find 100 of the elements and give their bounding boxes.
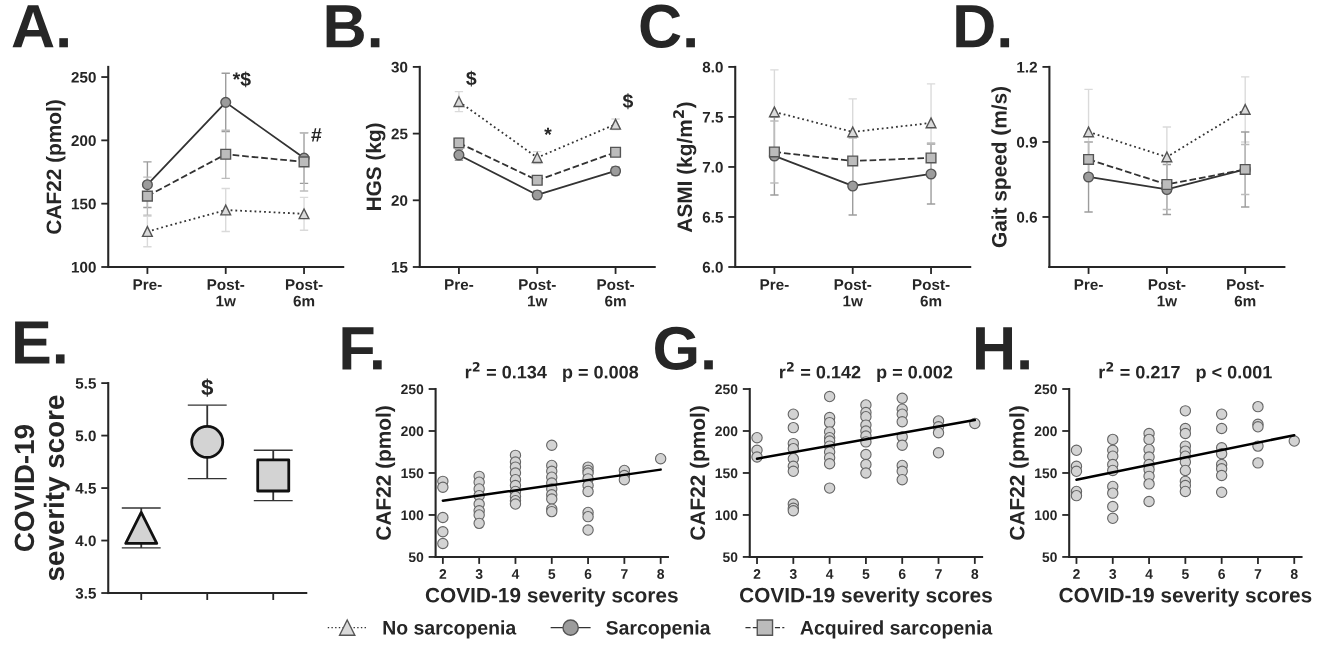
y-tick-label: 50 [722, 552, 738, 563]
y-tick-label: 200 [71, 135, 96, 147]
x-axis-title: COVID-19 severity scores [425, 587, 678, 607]
y-tick-label: 8.0 [702, 61, 723, 73]
y-tick-label: 250 [401, 384, 424, 395]
point [1239, 103, 1251, 115]
x-tick-label: 6 [1218, 569, 1226, 579]
point [582, 524, 594, 536]
point [896, 473, 908, 486]
y-tick-label: 200 [401, 426, 424, 437]
y-tick-label: 100 [71, 261, 96, 273]
y-tick-label: 4.0 [75, 535, 96, 547]
point [1070, 489, 1083, 502]
y-tick-label: 200 [1034, 426, 1057, 437]
y-axis-title: CAF22 (pmol) [1009, 406, 1029, 540]
point [768, 146, 780, 158]
point [768, 106, 780, 118]
point [298, 208, 310, 220]
chart-subtitle: r$^{2}$ = 0.134 p = 0.008 [465, 362, 639, 383]
annotation: * [544, 127, 552, 135]
point [787, 421, 800, 434]
point [1179, 485, 1192, 498]
y-tick-label: 3.5 [75, 587, 97, 599]
point [847, 126, 859, 138]
point [1070, 444, 1083, 457]
point [1083, 171, 1095, 183]
y-tick-label: 30 [391, 61, 408, 73]
x-axis-title: COVID-19 severity scores [739, 587, 992, 607]
point [220, 96, 232, 108]
y-tick-label: 5.0 [75, 430, 96, 442]
point [1215, 486, 1228, 498]
chart-title: H. [976, 327, 1029, 370]
chart-title: G. [655, 326, 713, 370]
y-tick-label: 1.2 [1017, 61, 1037, 73]
x-tick-label: 2 [753, 569, 761, 579]
y-tick-label: 200 [715, 426, 738, 437]
legend-label: Acquired sarcopenia [800, 620, 993, 639]
point [1215, 408, 1228, 420]
point [141, 179, 153, 191]
x-tick-label: 4 [825, 569, 834, 579]
legend-label: Sarcopenia [606, 620, 711, 639]
point [1083, 153, 1095, 166]
point [1215, 422, 1228, 435]
point [141, 190, 153, 202]
x-tick-label: 8 [657, 569, 665, 579]
y-tick-label: 250 [1034, 384, 1057, 395]
point [546, 493, 558, 505]
point [1143, 478, 1155, 490]
x-axis-title: COVID-19 severity scores [1059, 587, 1312, 607]
y-tick-label: 7.5 [702, 111, 724, 123]
y-tick-label: 0.6 [1016, 211, 1038, 223]
y-tick-label: 150 [1035, 468, 1057, 479]
x-tick-label: Pre- [1074, 279, 1103, 291]
point [823, 482, 836, 494]
point [453, 96, 465, 108]
y-tick-label: 7.0 [702, 161, 723, 173]
x-tick-label: 3 [789, 569, 797, 579]
point [860, 448, 872, 461]
point [1083, 126, 1095, 138]
y-tick-label: 4.5 [75, 483, 97, 494]
y-tick-label: 0.9 [1016, 136, 1038, 148]
point [654, 452, 667, 465]
point [1070, 465, 1083, 478]
annotation: # [311, 128, 322, 142]
point [190, 424, 225, 459]
point [437, 511, 449, 524]
point [925, 168, 937, 180]
point [925, 152, 937, 164]
point [473, 517, 485, 530]
x-tick-label: 5 [548, 569, 556, 579]
x-tick-label: 8 [971, 569, 979, 579]
chart-title: B. [326, 5, 380, 48]
x-tick-label: Pre- [445, 279, 474, 291]
y-tick-label: 5.5 [75, 378, 97, 389]
point [298, 156, 310, 168]
point [1143, 495, 1155, 508]
x-tick-label: 4 [1145, 569, 1153, 579]
y-tick-label: 150 [401, 468, 424, 479]
chart-title: A. [12, 5, 68, 48]
x-tick-label: Post- 1w [519, 279, 556, 307]
point [220, 148, 232, 160]
point [1215, 469, 1228, 482]
point [1252, 457, 1264, 469]
point [823, 390, 836, 403]
point [896, 439, 908, 451]
point [1107, 500, 1119, 513]
point [925, 117, 937, 129]
point [1161, 151, 1173, 163]
y-tick-label: 15 [391, 262, 408, 273]
point [1179, 427, 1192, 440]
point [1143, 433, 1155, 446]
y-tick-label: 6.0 [702, 261, 723, 273]
x-tick-label: Post- 6m [285, 279, 323, 307]
point [582, 510, 594, 523]
y-axis-title: CAF22 (pmol) [689, 406, 710, 540]
point [1107, 487, 1119, 499]
x-tick-label: Post- 6m [1227, 279, 1264, 307]
point [896, 416, 908, 428]
annotation: $ [466, 70, 477, 87]
point [582, 485, 594, 498]
